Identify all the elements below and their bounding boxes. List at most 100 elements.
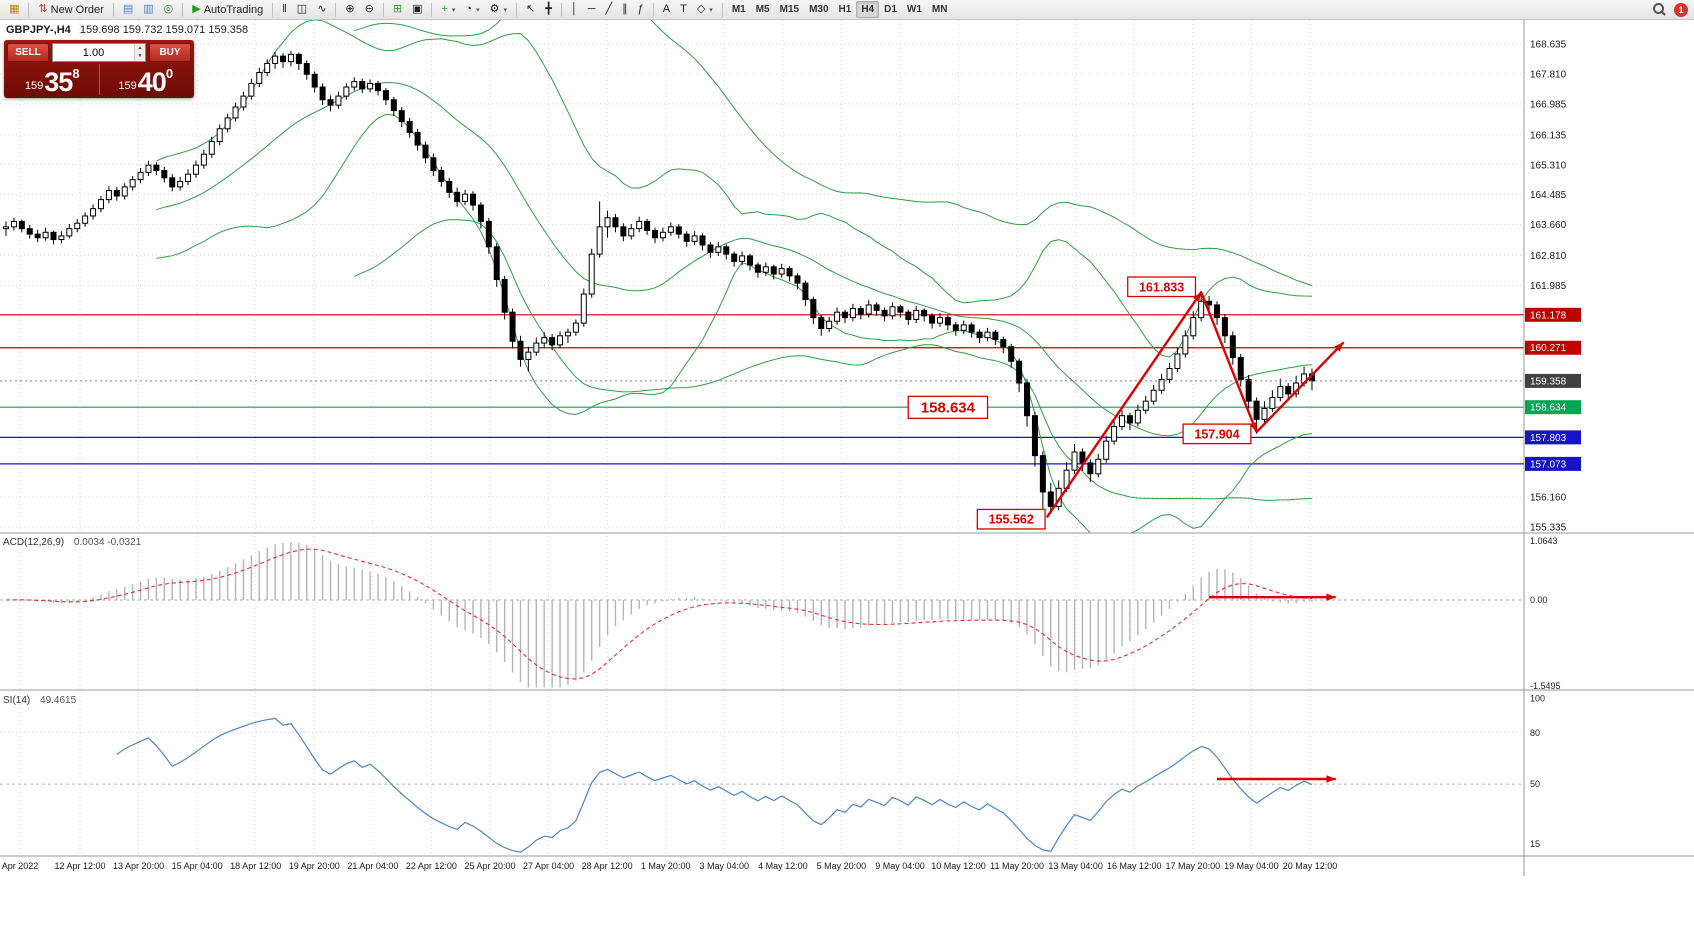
candle-body [1150, 389, 1157, 402]
trend-arrow-head [1192, 292, 1202, 302]
arrows-button-caret[interactable]: ▾ [709, 6, 713, 14]
timeframe-h4-button[interactable]: H4 [856, 1, 880, 18]
bar-chart-button[interactable]: ‖ [277, 1, 292, 18]
volume-decrement-button[interactable]: ▼ [137, 53, 143, 60]
toolbar-separator [28, 2, 30, 17]
text-button[interactable]: A [658, 1, 675, 18]
notification-badge[interactable]: 1 [1674, 2, 1688, 17]
candle-body [1158, 378, 1165, 391]
candle-body [477, 204, 484, 222]
equidistant-channel-button-icon: ∥ [622, 3, 628, 15]
macd-values: 0.0034 -0.0321 [73, 537, 142, 548]
sell-button[interactable]: SELL [7, 43, 49, 62]
candle-body [74, 222, 81, 230]
timeframe-m5-button[interactable]: M5 [751, 1, 775, 18]
candle-body [1221, 317, 1228, 337]
toolbar-right: 1 [1653, 2, 1690, 17]
templates-button-caret[interactable]: ▾ [503, 6, 507, 14]
candle-body [675, 226, 682, 235]
new-order-button[interactable]: ⇅ New Order [33, 1, 108, 18]
crosshair-button[interactable]: ╋ [540, 1, 557, 18]
tile-windows-button-icon: ⊞ [392, 3, 403, 15]
price-annotation-box[interactable] [1182, 423, 1252, 445]
new-chart-button[interactable]: ▦ [4, 1, 24, 18]
volume-input[interactable]: 1.00 ▲ ▼ [52, 43, 146, 62]
line-chart-button[interactable]: ∿ [312, 1, 331, 18]
candle-body [185, 173, 192, 182]
text-label-button[interactable]: T [675, 1, 692, 18]
candle-body [1047, 491, 1054, 507]
indicators-button-caret[interactable]: ▾ [451, 6, 456, 14]
candle-body [1119, 415, 1126, 428]
periods-button[interactable]: ◔ ▾ [460, 1, 484, 18]
templates-button[interactable]: ⚙ ▾ [485, 1, 512, 18]
candle-body [691, 235, 698, 242]
price-annotation-box[interactable] [907, 395, 989, 419]
price-axis[interactable] [1524, 20, 1694, 856]
charts-panel-icon[interactable]: ▤ [118, 1, 138, 18]
candle-body [1031, 415, 1038, 457]
data-window-icon[interactable]: ▥ [138, 1, 158, 18]
candle-body [177, 180, 184, 188]
autotrading-button[interactable]: ▶ AutoTrading [187, 1, 268, 18]
timeframe-w1-button[interactable]: W1 [902, 1, 927, 18]
indicators-button[interactable]: + ▾ [436, 1, 460, 18]
time-axis-label: 25 Apr 20:00 [464, 861, 515, 871]
horizontal-line-button[interactable]: ─ [583, 1, 601, 18]
text-label-button-icon: T [680, 3, 687, 15]
cursor-button[interactable]: ↖ [521, 1, 540, 18]
equidistant-channel-button[interactable]: ∥ [617, 1, 633, 18]
arrows-button[interactable]: ◇ ▾ [692, 1, 718, 18]
zoom-in-button[interactable]: ⊕ [340, 1, 359, 18]
timeframe-d1-button[interactable]: D1 [879, 1, 902, 18]
candle-body [303, 62, 310, 75]
candle-body [97, 199, 104, 210]
timeframe-mn-button[interactable]: MN [927, 1, 953, 18]
candle-body [596, 226, 603, 255]
trend-arrow[interactable] [1045, 291, 1203, 519]
search-icon[interactable] [1653, 3, 1666, 16]
toolbar-separator [182, 2, 184, 17]
candle-body [1000, 338, 1007, 348]
zoom-out-button[interactable]: ⊖ [360, 1, 379, 18]
time-axis[interactable] [0, 856, 1694, 876]
auto-arrange-button[interactable]: ▣ [407, 1, 427, 18]
periods-button-caret[interactable]: ▾ [476, 6, 480, 14]
price-annotation-box[interactable] [1127, 276, 1197, 298]
candle-body [398, 110, 405, 123]
buy-button[interactable]: BUY [149, 43, 191, 62]
timeframe-h1-button[interactable]: H1 [834, 1, 857, 18]
price-axis-label: 155.335 [1530, 523, 1567, 534]
price-annotation-box[interactable] [976, 508, 1046, 530]
candle-body [873, 304, 880, 311]
candle-body [557, 335, 564, 346]
candle-body [367, 82, 374, 90]
candle-body [1285, 386, 1292, 395]
trend-arrow[interactable] [1255, 341, 1345, 433]
timeframe-m15-button[interactable]: M15 [775, 1, 804, 18]
candle-body [1103, 440, 1110, 460]
main-toolbar: ▦ ⇅ New Order ▤ ▥ ◎ ▶ AutoTrading ‖ ◫ ∿ ⊕ ⊖ ⊞ ▣ + ▾ ◔ ▾ ⚙ ▾ ↖… [0, 0, 1694, 20]
price-axis-label: 163.660 [1530, 220, 1567, 231]
fibonacci-button[interactable]: ƒ [633, 1, 649, 18]
tile-windows-button[interactable]: ⊞ [388, 1, 407, 18]
timeframe-m1-button[interactable]: M1 [727, 1, 751, 18]
buy-price-button[interactable]: 159 40 0 [100, 64, 193, 96]
new-chart-button-icon: ▦ [9, 3, 20, 15]
candle-body [620, 226, 627, 237]
macd-indicator-label: ACD(12,26,9) 0.0034 -0.0321 [3, 537, 141, 548]
trendline-button[interactable]: ╱ [601, 1, 618, 18]
trend-arrow[interactable] [1200, 291, 1258, 433]
candle-body [541, 337, 548, 344]
candle-body [802, 282, 809, 300]
alerts-icon[interactable]: ◎ [159, 1, 179, 18]
bid-price-small: 159 [24, 80, 44, 92]
candlestick-chart-button[interactable]: ◫ [292, 1, 312, 18]
sell-price-button[interactable]: 159 35 8 [6, 64, 100, 96]
vertical-line-button[interactable]: │ [566, 1, 583, 18]
price-annotation-text: 161.833 [1139, 280, 1184, 294]
timeframe-m30-button[interactable]: M30 [804, 1, 833, 18]
volume-increment-button[interactable]: ▲ [137, 44, 143, 51]
